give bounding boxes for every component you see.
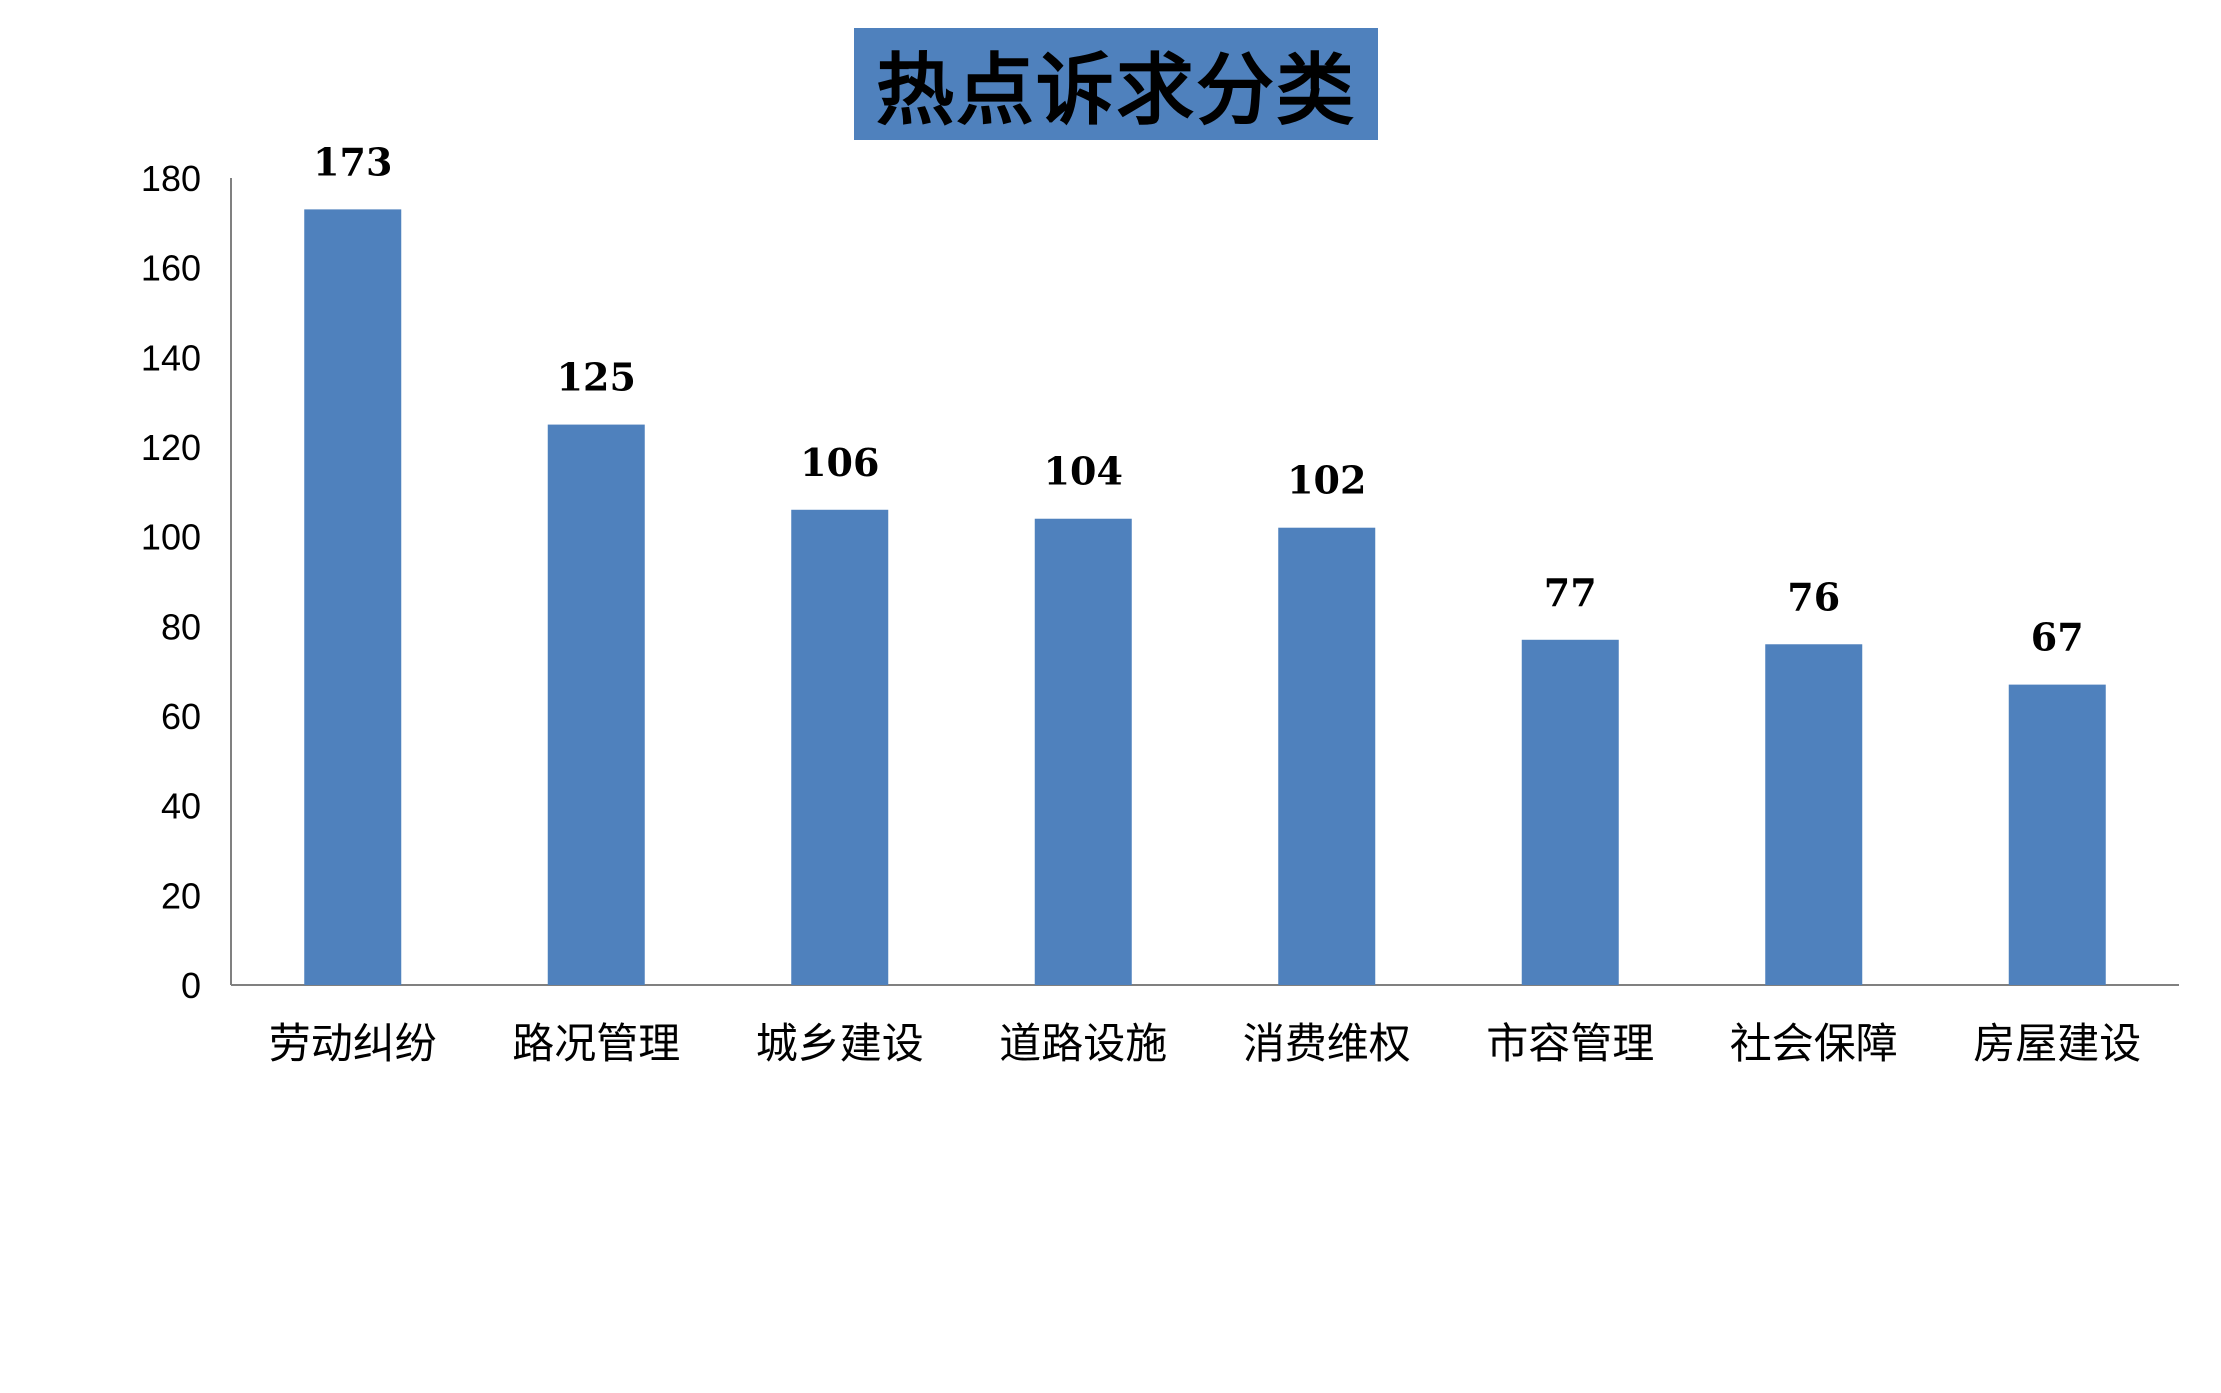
y-tick-label: 160: [141, 248, 201, 289]
y-tick-label: 180: [141, 158, 201, 199]
bar: [2008, 684, 2106, 985]
y-tick-label: 100: [141, 517, 201, 558]
y-tick-label: 80: [161, 606, 201, 647]
x-tick-label: 道路设施: [999, 1019, 1167, 1068]
y-tick-label: 20: [161, 875, 201, 916]
bar: [1034, 518, 1132, 985]
data-label: 67: [2031, 615, 2084, 660]
x-tick-label: 路况管理: [512, 1019, 680, 1068]
data-label: 125: [557, 355, 636, 400]
y-tick-label: 140: [141, 337, 201, 378]
bar: [304, 209, 402, 986]
x-tick-label: 劳动纠纷: [269, 1019, 437, 1068]
data-label: 102: [1287, 458, 1366, 503]
bar: [791, 509, 889, 985]
chart-title: 热点诉求分类: [854, 28, 1378, 140]
bar: [1521, 639, 1619, 985]
y-tick-label: 40: [161, 786, 201, 827]
y-tick-label: 120: [141, 427, 201, 468]
x-tick-label: 社会保障: [1730, 1019, 1898, 1068]
x-tick-label: 房屋建设: [1973, 1019, 2141, 1068]
x-tick-label: 市容管理: [1486, 1019, 1654, 1068]
data-label: 104: [1044, 449, 1123, 494]
x-tick-label: 城乡建设: [756, 1019, 924, 1068]
bar: [1765, 644, 1863, 985]
data-label: 76: [1787, 574, 1840, 619]
data-label: 77: [1544, 570, 1597, 615]
y-tick-label: 0: [181, 965, 201, 1006]
data-label: 106: [800, 440, 879, 485]
data-label: 173: [313, 139, 392, 184]
x-tick-label: 消费维权: [1243, 1019, 1411, 1068]
y-tick-label: 60: [161, 696, 201, 737]
bar: [1278, 527, 1376, 985]
bar: [547, 424, 645, 985]
